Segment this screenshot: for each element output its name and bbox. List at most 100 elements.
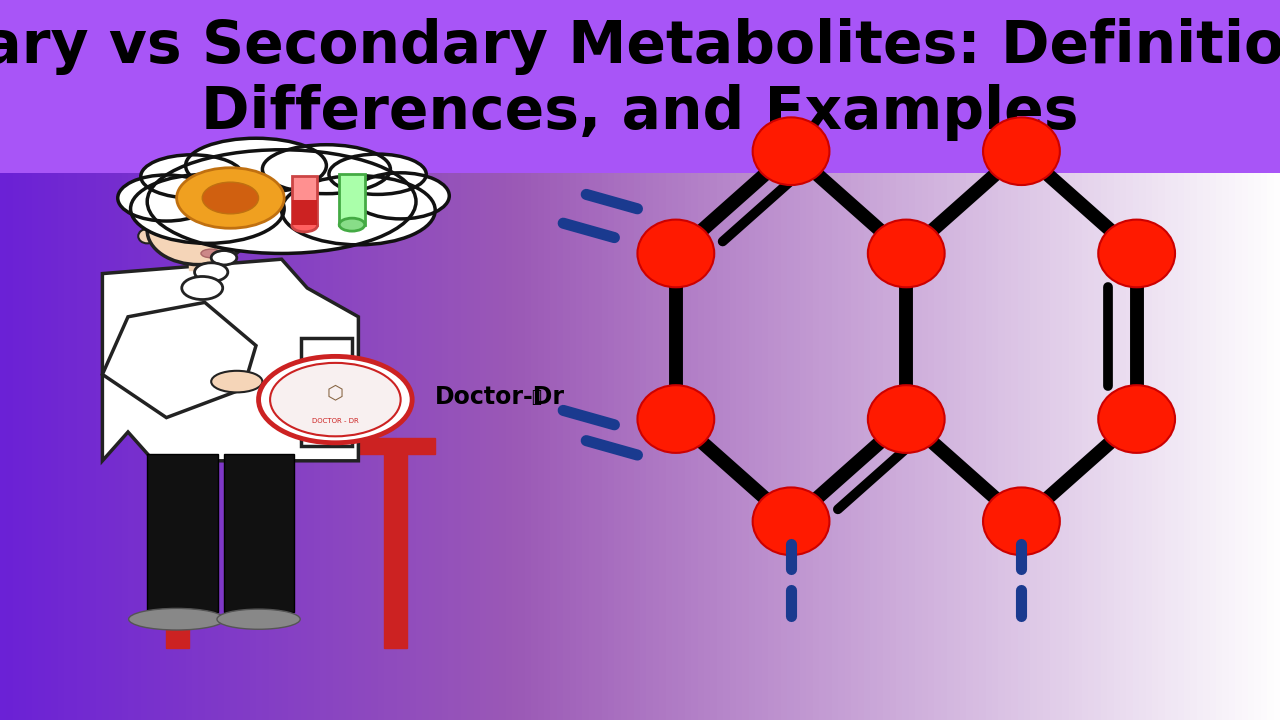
Ellipse shape (201, 249, 221, 258)
Bar (678, 0, 686, 720)
Bar (1107, 0, 1115, 720)
Circle shape (259, 356, 412, 443)
Bar (858, 0, 865, 720)
Bar (134, 0, 142, 720)
Bar (384, 0, 392, 720)
Bar (189, 243, 215, 270)
Ellipse shape (983, 487, 1060, 555)
Ellipse shape (339, 218, 365, 231)
Bar (1037, 0, 1044, 720)
Bar (557, 0, 564, 720)
Ellipse shape (1098, 385, 1175, 453)
Bar (531, 0, 539, 720)
Bar (1274, 0, 1280, 720)
Bar (292, 200, 317, 225)
Bar (1222, 0, 1230, 720)
Ellipse shape (753, 487, 829, 555)
Bar (416, 0, 424, 720)
Circle shape (202, 182, 259, 214)
Bar (480, 0, 488, 720)
Bar (730, 0, 737, 720)
Ellipse shape (202, 282, 228, 304)
Bar (1088, 0, 1096, 720)
Bar (851, 0, 859, 720)
Bar (410, 0, 417, 720)
Bar (486, 0, 494, 720)
Bar (320, 0, 328, 720)
Ellipse shape (868, 385, 945, 453)
Bar (755, 0, 763, 720)
Bar (582, 0, 590, 720)
Bar (230, 0, 238, 720)
Bar (986, 0, 993, 720)
Bar (224, 438, 339, 454)
Bar (800, 0, 808, 720)
Bar (563, 0, 571, 720)
Bar (90, 0, 97, 720)
Bar (179, 0, 187, 720)
Circle shape (270, 363, 401, 436)
Bar (13, 0, 20, 720)
Bar (550, 0, 558, 720)
Bar (768, 0, 776, 720)
Text: DOCTOR - DR: DOCTOR - DR (312, 418, 358, 424)
Bar (51, 0, 59, 720)
Ellipse shape (637, 385, 714, 453)
Ellipse shape (147, 196, 250, 264)
Bar (896, 0, 904, 720)
Bar (621, 0, 628, 720)
Bar (1133, 0, 1140, 720)
Bar (659, 0, 667, 720)
Bar (595, 0, 603, 720)
Bar (442, 0, 449, 720)
Bar (429, 0, 436, 720)
Bar (58, 0, 65, 720)
Bar (1024, 0, 1032, 720)
Ellipse shape (352, 173, 449, 219)
Bar (141, 0, 148, 720)
Bar (589, 0, 596, 720)
Bar (992, 0, 1000, 720)
Bar (186, 274, 256, 432)
Bar (1146, 0, 1153, 720)
Bar (966, 0, 974, 720)
Bar (26, 0, 33, 720)
Bar (1158, 0, 1166, 720)
Bar (32, 0, 40, 720)
Bar (704, 0, 712, 720)
Bar (1005, 0, 1012, 720)
Bar (794, 0, 801, 720)
Ellipse shape (983, 117, 1060, 185)
Bar (454, 0, 462, 720)
Bar (806, 0, 814, 720)
Bar (198, 0, 206, 720)
Bar (915, 0, 923, 720)
Bar (256, 325, 326, 338)
Bar (570, 0, 577, 720)
Text: Doctor-Dr: Doctor-Dr (435, 385, 566, 410)
Bar (1190, 0, 1198, 720)
Bar (1062, 0, 1070, 720)
Bar (192, 0, 200, 720)
Bar (122, 0, 129, 720)
Bar (826, 0, 833, 720)
Bar (128, 0, 136, 720)
Bar (166, 0, 174, 720)
Bar (883, 0, 891, 720)
Bar (288, 0, 296, 720)
Bar (998, 0, 1006, 720)
Bar (627, 0, 635, 720)
Bar (237, 412, 326, 425)
Bar (1197, 0, 1204, 720)
Ellipse shape (282, 176, 435, 245)
Ellipse shape (147, 150, 416, 253)
Bar (973, 0, 980, 720)
Bar (154, 0, 161, 720)
Bar (448, 0, 456, 720)
Bar (979, 0, 987, 720)
Bar (154, 438, 435, 454)
Bar (378, 0, 385, 720)
Bar (608, 0, 616, 720)
Bar (256, 0, 264, 720)
Bar (538, 0, 545, 720)
